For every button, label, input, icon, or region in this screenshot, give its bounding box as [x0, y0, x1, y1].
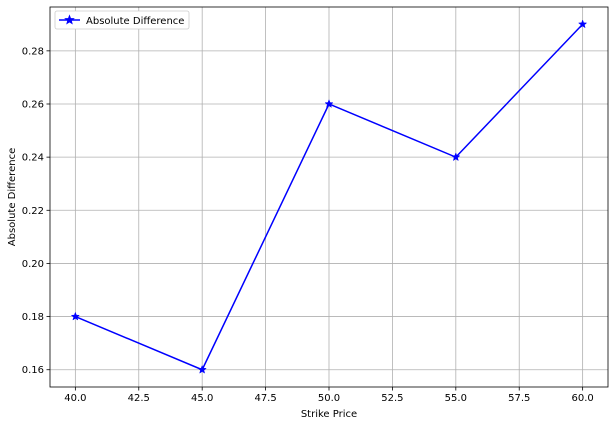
- y-tick-label: 0.24: [22, 153, 44, 164]
- y-tick-label: 0.22: [22, 206, 44, 217]
- x-tick-label: 45.0: [191, 393, 213, 404]
- x-axis-label: Strike Price: [301, 409, 357, 420]
- grid-lines: [50, 7, 608, 387]
- data-point-star: [451, 152, 461, 162]
- legend-entry-label: Absolute Difference: [86, 16, 184, 27]
- legend-star-marker: [64, 14, 75, 25]
- x-tick-label: 50.0: [318, 393, 340, 404]
- data-point-star: [577, 19, 588, 29]
- y-axis-label: Absolute Difference: [7, 148, 18, 246]
- series-layer: [70, 19, 588, 374]
- y-axis-ticks: 0.16 0.18 0.20 0.22 0.24 0.26 0.28: [22, 46, 50, 376]
- legend-box: [54, 10, 190, 30]
- x-tick-label: 40.0: [64, 393, 86, 404]
- x-tick-label: 47.5: [254, 393, 276, 404]
- x-tick-label: 57.5: [508, 393, 530, 404]
- y-tick-label: 0.16: [22, 365, 44, 376]
- data-point-star: [197, 364, 207, 374]
- y-tick-label: 0.20: [22, 259, 44, 270]
- data-point-star: [70, 311, 81, 321]
- x-tick-label: 55.0: [445, 393, 467, 404]
- y-tick-label: 0.18: [22, 312, 44, 323]
- y-tick-label: 0.26: [22, 99, 44, 110]
- y-tick-label: 0.28: [22, 46, 44, 57]
- data-point-star: [324, 99, 334, 108]
- legend: Absolute Difference: [54, 10, 190, 30]
- x-tick-label: 60.0: [572, 393, 594, 404]
- x-tick-label: 42.5: [128, 393, 150, 404]
- x-axis-ticks: 40.0 42.5 45.0 47.5 50.0 52.5 55.0 57.5 60.0: [64, 387, 594, 404]
- x-tick-label: 52.5: [381, 393, 403, 404]
